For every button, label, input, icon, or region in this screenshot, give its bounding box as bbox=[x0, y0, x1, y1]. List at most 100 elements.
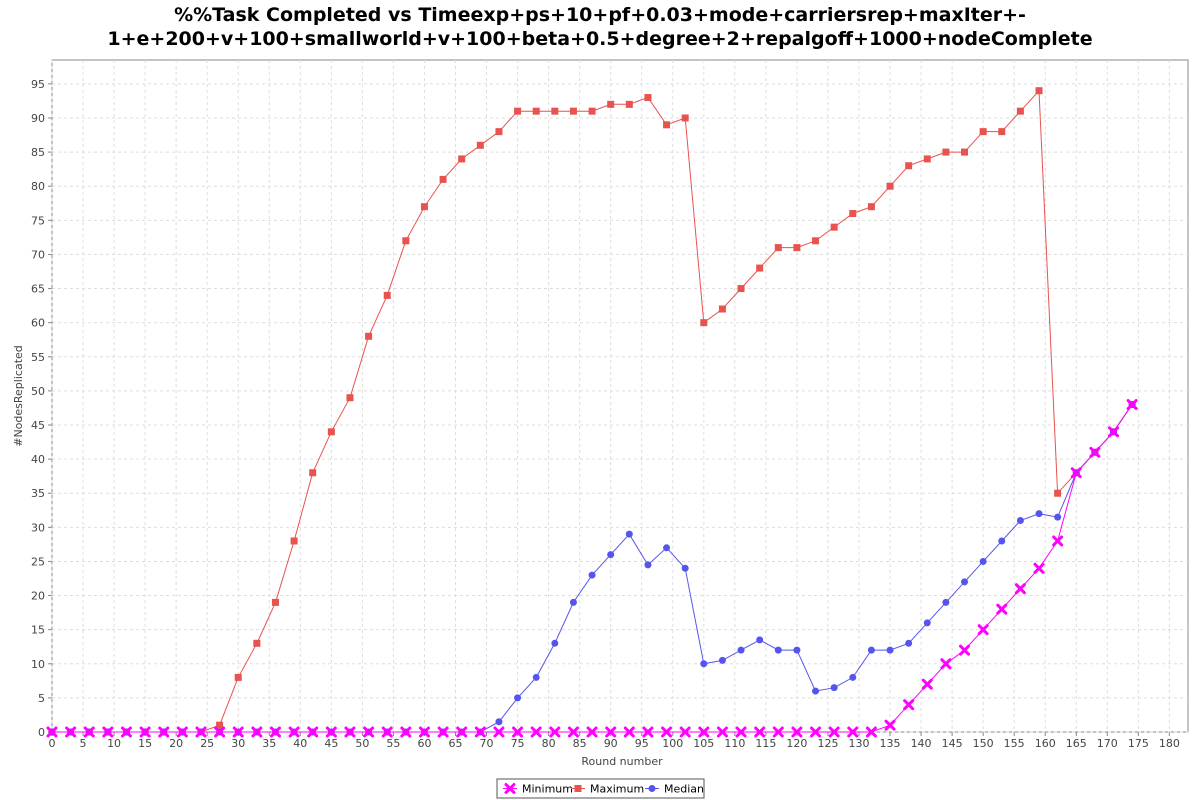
x-tick-label: 20 bbox=[169, 737, 183, 750]
x-tick-label: 80 bbox=[542, 737, 556, 750]
data-point-minimum bbox=[456, 726, 468, 738]
x-tick-label: 180 bbox=[1159, 737, 1180, 750]
data-point-maximum bbox=[402, 237, 410, 245]
data-point-maximum bbox=[830, 223, 838, 231]
y-tick-label: 50 bbox=[31, 385, 45, 398]
legend-box bbox=[496, 778, 705, 799]
y-tick-label: 55 bbox=[31, 351, 45, 364]
data-point-maximum bbox=[514, 107, 522, 115]
x-tick-label: 10 bbox=[107, 737, 121, 750]
data-point-median bbox=[625, 530, 633, 538]
data-point-maximum bbox=[327, 428, 335, 436]
data-point-maximum bbox=[979, 128, 987, 136]
data-point-maximum bbox=[346, 394, 354, 402]
plot-area bbox=[51, 59, 1189, 733]
y-tick-label: 0 bbox=[38, 726, 45, 739]
data-point-minimum bbox=[754, 726, 766, 738]
x-tick-label: 0 bbox=[49, 737, 56, 750]
x-axis-ticks: 0 5 10 15 20 25 30 35 40 45 50 55 60 65 70 75 80 85 90 95 10… bbox=[49, 732, 1180, 750]
data-point-maximum bbox=[625, 100, 633, 108]
x-tick-label: 145 bbox=[942, 737, 963, 750]
data-point-median bbox=[1054, 513, 1062, 521]
data-point-median bbox=[905, 639, 913, 647]
legend-item-minimum: Minimum bbox=[503, 783, 573, 796]
data-point-maximum bbox=[439, 175, 447, 183]
data-point-maximum bbox=[886, 182, 894, 190]
data-point-minimum bbox=[176, 726, 188, 738]
data-point-minimum bbox=[996, 603, 1008, 615]
data-point-minimum bbox=[940, 658, 952, 670]
y-tick-label: 20 bbox=[31, 590, 45, 603]
data-point-median bbox=[663, 544, 671, 552]
data-point-maximum bbox=[718, 305, 726, 313]
y-axis-ticks: 0 5 10 15 20 25 30 35 40 45 50 55 60 65 70 75 80 85 90 95 bbox=[31, 78, 52, 739]
data-point-maximum bbox=[644, 94, 652, 102]
data-point-maximum bbox=[420, 203, 428, 211]
data-point-maximum bbox=[1035, 87, 1043, 95]
data-point-median bbox=[756, 636, 764, 644]
data-point-minimum bbox=[325, 726, 337, 738]
x-tick-label: 70 bbox=[480, 737, 494, 750]
data-point-median bbox=[588, 571, 596, 579]
data-point-minimum bbox=[623, 726, 635, 738]
x-tick-label: 40 bbox=[293, 737, 307, 750]
y-tick-label: 45 bbox=[31, 419, 45, 432]
data-point-minimum bbox=[567, 726, 579, 738]
data-point-maximum bbox=[905, 162, 913, 170]
x-tick-label: 125 bbox=[817, 737, 838, 750]
data-point-minimum bbox=[120, 726, 132, 738]
x-tick-label: 75 bbox=[511, 737, 525, 750]
data-point-minimum bbox=[847, 726, 859, 738]
data-point-maximum bbox=[793, 244, 801, 252]
y-tick-label: 5 bbox=[38, 692, 45, 705]
x-tick-label: 120 bbox=[786, 737, 807, 750]
data-point-maximum bbox=[1054, 489, 1062, 497]
x-tick-label: 60 bbox=[417, 737, 431, 750]
legend: Minimum Maximum Median bbox=[496, 778, 705, 799]
x-tick-label: 45 bbox=[324, 737, 338, 750]
data-point-minimum bbox=[418, 726, 430, 738]
y-tick-label: 75 bbox=[31, 214, 45, 227]
data-point-maximum bbox=[1016, 107, 1024, 115]
data-point-median bbox=[942, 598, 950, 606]
data-point-median bbox=[774, 646, 782, 654]
data-point-maximum bbox=[271, 598, 279, 606]
legend-marker-minimum bbox=[504, 783, 516, 794]
series-minimum bbox=[46, 399, 1138, 738]
data-point-median bbox=[886, 646, 894, 654]
data-point-minimum bbox=[288, 726, 300, 738]
x-tick-label: 50 bbox=[355, 737, 369, 750]
legend-marker-median bbox=[648, 785, 656, 792]
data-point-minimum bbox=[344, 726, 356, 738]
legend-marker-maximum bbox=[574, 785, 582, 792]
data-point-minimum bbox=[232, 726, 244, 738]
data-point-maximum bbox=[849, 210, 857, 218]
x-tick-label: 110 bbox=[724, 737, 745, 750]
series-layer bbox=[46, 87, 1138, 738]
y-tick-label: 80 bbox=[31, 180, 45, 193]
data-point-minimum bbox=[269, 726, 281, 738]
data-point-maximum bbox=[737, 285, 745, 293]
data-point-minimum bbox=[679, 726, 691, 738]
data-point-median bbox=[607, 551, 615, 559]
x-tick-label: 5 bbox=[80, 737, 87, 750]
data-point-minimum bbox=[884, 719, 896, 731]
data-point-maximum bbox=[961, 148, 969, 156]
data-point-minimum bbox=[828, 726, 840, 738]
data-point-median bbox=[681, 564, 689, 572]
data-point-median bbox=[532, 673, 540, 681]
data-point-median bbox=[793, 646, 801, 654]
data-point-minimum bbox=[530, 726, 542, 738]
x-tick-label: 165 bbox=[1066, 737, 1087, 750]
data-point-minimum bbox=[716, 726, 728, 738]
x-tick-label: 35 bbox=[262, 737, 276, 750]
data-point-minimum bbox=[661, 726, 673, 738]
data-point-minimum bbox=[810, 726, 822, 738]
legend-label-minimum: Minimum bbox=[522, 783, 573, 796]
data-point-maximum bbox=[234, 673, 242, 681]
data-point-median bbox=[1035, 510, 1043, 518]
data-point-maximum bbox=[700, 319, 708, 327]
data-point-minimum bbox=[642, 726, 654, 738]
data-point-minimum bbox=[605, 726, 617, 738]
